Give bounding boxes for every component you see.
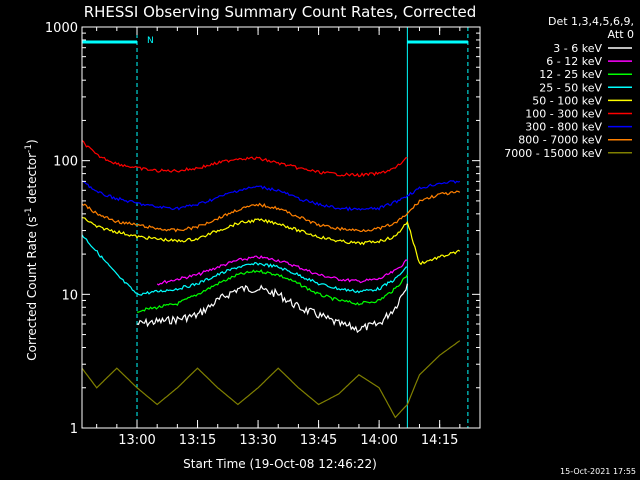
x-tick-label: 13:45 [300,433,337,448]
legend-label-4: 25 - 50 keV [539,81,602,94]
legend-label-5: 50 - 100 keV [532,94,602,107]
legend-label-3: 12 - 25 keV [539,68,602,81]
y-axis-label: Corrected Count Rate (s-1 detector-1) [24,139,39,360]
legend-label-1: 3 - 6 keV [553,42,602,55]
x-tick-label: 14:15 [421,433,458,448]
series-line-9 [81,340,461,419]
legend-label-9: 7000 - 15000 keV [504,147,602,160]
series-line-6 [81,140,408,178]
x-tick-label: 13:30 [239,433,276,448]
plot-area [82,27,469,428]
plot-frame [81,26,481,429]
series-line-2 [156,255,408,286]
legend-label-7: 300 - 800 keV [525,121,602,134]
timestamp: 15-Oct-2021 17:55 [560,467,636,476]
legend-label-2: 6 - 12 keV [546,55,602,68]
axes-layer: 1 10 100 1000 13:00 13:15 13:30 13:45 14:00 14:15 [45,21,481,448]
x-tick-label: 13:00 [118,433,155,448]
series-line-5 [81,217,461,266]
series-layer [81,140,461,419]
series-line-4 [81,234,408,296]
legend-label-6: 100 - 300 keV [525,108,602,121]
x-axis-label: Start Time (19-Oct-08 12:46:22) [183,457,377,471]
y-tick-label: 1000 [45,21,78,36]
series-line-3 [136,269,408,313]
chart-title: RHESSI Observing Summary Count Rates, Co… [84,3,477,21]
x-tick-label: 14:00 [360,433,397,448]
night-marker-label: N [147,36,154,46]
legend-header-line-2: Att 0 [608,28,634,41]
series-line-7 [81,180,461,212]
y-tick-label: 1 [70,422,78,437]
y-tick-label: 10 [61,288,78,303]
x-tick-label: 13:15 [179,433,216,448]
legend-header-line-1: Det 1,3,4,5,6,9, [548,15,634,28]
y-tick-label: 100 [53,155,78,170]
series-line-8 [81,190,461,233]
legend-label-8: 800 - 7000 keV [518,134,602,147]
series-line-1 [136,283,408,334]
